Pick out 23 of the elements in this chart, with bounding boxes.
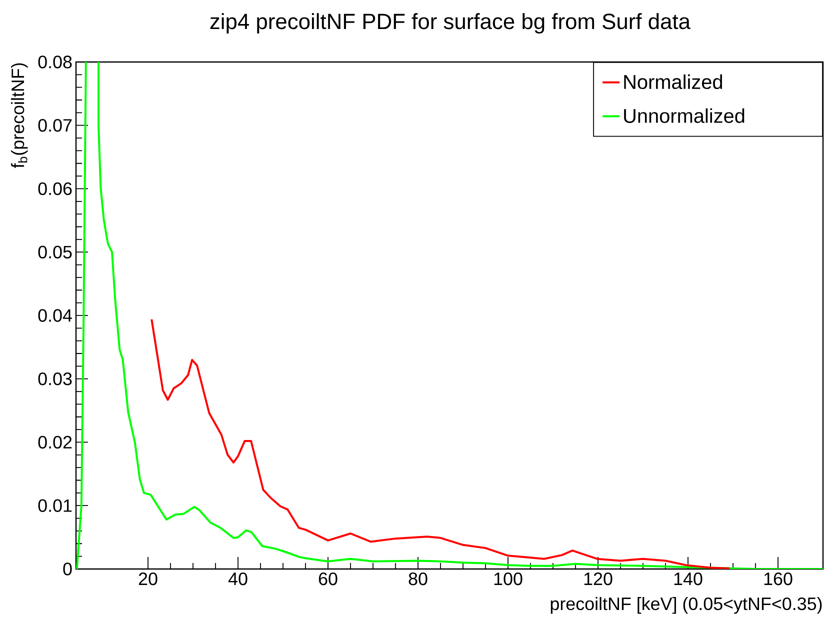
- y-tick-label: 0.01: [38, 499, 72, 512]
- x-axis-title: precoiltNF [keV] (0.05<ytNF<0.35): [550, 596, 822, 614]
- x-tick-label: 20: [138, 572, 158, 586]
- y-tick-label: 0: [63, 562, 72, 576]
- x-tick-label: 120: [584, 572, 612, 586]
- x-tick-label: 60: [318, 572, 338, 586]
- x-tick-label: 80: [408, 572, 428, 586]
- y-tick-label: 0.03: [38, 372, 72, 386]
- x-tick-label: 160: [764, 572, 792, 586]
- x-tick-label: 140: [674, 572, 702, 586]
- y-tick-label: 0.06: [38, 182, 72, 196]
- y-tick-label: 0.07: [38, 119, 72, 132]
- y-axis-title: f$_{b}$(precoiltNF): [11, 63, 28, 168]
- legend-label: Unnormalized: [624, 108, 744, 123]
- x-tick-label: 100: [494, 572, 522, 586]
- line-series: [150, 318, 730, 569]
- x-tick-label: 40: [228, 572, 248, 586]
- y-tick-label: 0.02: [38, 436, 72, 449]
- y-tick-label: 0.04: [38, 309, 72, 322]
- y-tick-label: 0.05: [38, 246, 72, 258]
- legend-label: Normalized: [624, 74, 722, 90]
- y-tick-label: 0.08: [38, 56, 72, 68]
- chart-title: zip4 precoiltNF PDF for surface bg from Surf data: [210, 13, 691, 34]
